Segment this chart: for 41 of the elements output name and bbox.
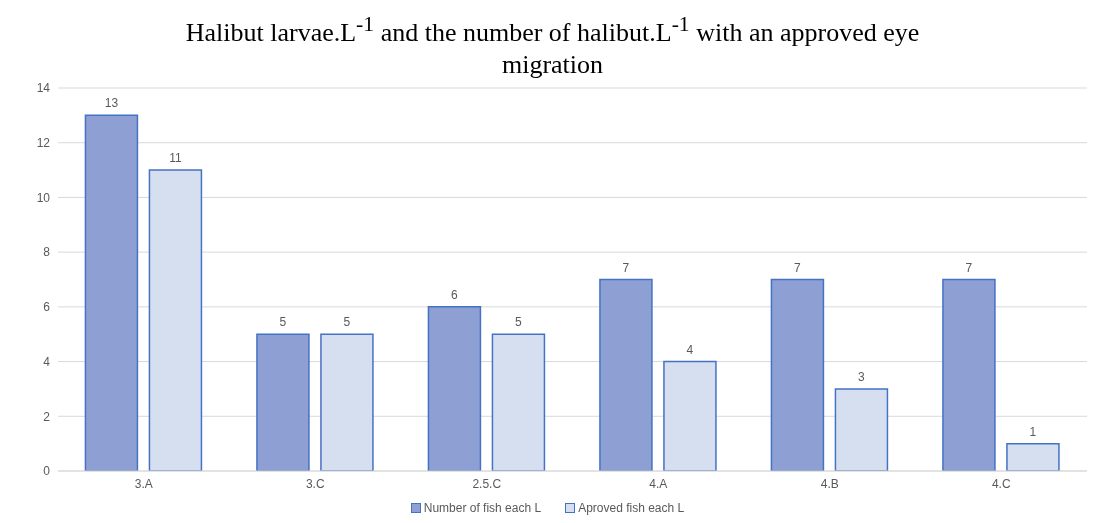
y-tick-label: 2 — [43, 409, 51, 424]
x-tick-label: 3.A — [134, 476, 153, 491]
bar — [491, 333, 546, 471]
data-label: 4 — [686, 342, 694, 357]
data-label: 7 — [794, 260, 802, 275]
bar — [427, 306, 482, 471]
bar — [84, 114, 139, 471]
y-tick-label: 4 — [43, 354, 51, 369]
data-label: 13 — [104, 96, 119, 111]
y-tick-label: 10 — [36, 190, 51, 205]
y-tick-label: 12 — [36, 135, 51, 150]
y-tick-label: 14 — [36, 81, 51, 96]
data-label: 1 — [1029, 424, 1037, 439]
legend-label: Aproved fish each L — [578, 501, 685, 515]
bar — [770, 278, 825, 471]
bar — [148, 169, 203, 471]
bar — [834, 388, 889, 471]
x-tick-label: 3.C — [305, 476, 325, 491]
data-label: 3 — [858, 369, 866, 384]
bar — [942, 278, 996, 471]
x-tick-label: 4.A — [649, 476, 668, 491]
y-tick-label: 0 — [43, 464, 51, 479]
data-label: 7 — [965, 260, 973, 275]
x-tick-label: 4.C — [991, 476, 1011, 491]
chart-title: Halibut larvae.L$^{-1}$ and the number of halibut.L$^{-1}$ with an approved eye migration — [185, 12, 920, 79]
bar — [599, 278, 653, 471]
data-label: 7 — [622, 260, 630, 275]
data-label: 6 — [451, 287, 459, 302]
data-label: 11 — [169, 151, 182, 166]
y-tick-label: 6 — [43, 300, 51, 315]
bar — [256, 333, 310, 471]
legend-label: Number of fish each L — [423, 501, 542, 515]
data-label: 5 — [279, 315, 287, 330]
data-label: 5 — [343, 315, 351, 330]
x-tick-label: 2.5.C — [472, 476, 502, 491]
data-label: 5 — [515, 315, 523, 330]
bar — [1006, 442, 1060, 471]
bar — [320, 333, 374, 471]
y-tick-label: 8 — [43, 245, 51, 260]
x-tick-label: 4.B — [820, 476, 839, 491]
bar — [663, 360, 717, 471]
